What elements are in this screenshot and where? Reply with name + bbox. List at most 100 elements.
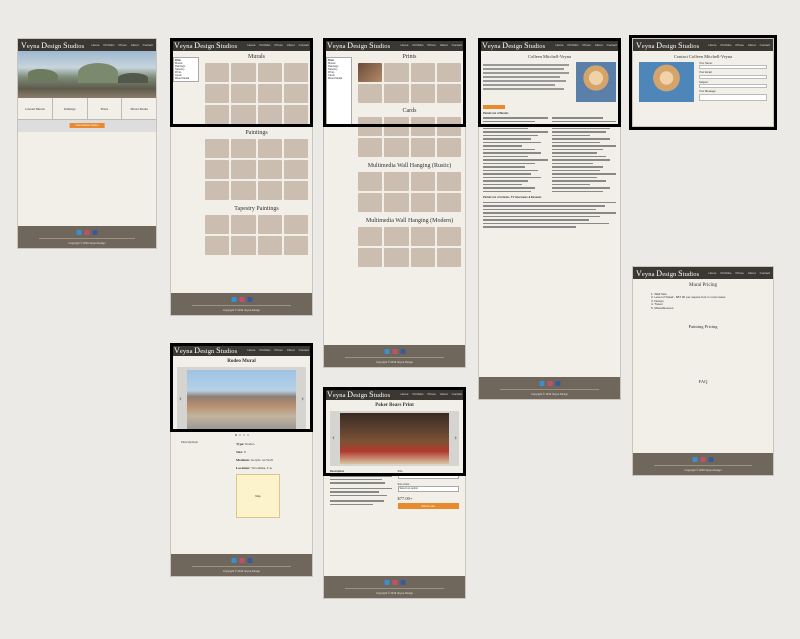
nav-portfolio[interactable]: Portfolio	[720, 43, 732, 47]
gallery-tile[interactable]	[410, 117, 435, 136]
gallery-tile[interactable]	[231, 236, 256, 255]
filter-item[interactable]: Tapestry	[328, 68, 338, 71]
gallery-tile[interactable]	[436, 138, 461, 157]
twitter-icon[interactable]	[231, 297, 236, 302]
site-logo[interactable]: Veyna Design Studios	[174, 345, 238, 355]
add-to-cart-button[interactable]: Add to cart	[397, 502, 459, 509]
nav-contact[interactable]: Contact	[451, 392, 462, 396]
nav-about[interactable]: About	[439, 43, 448, 47]
filter-item[interactable]: Paintings	[175, 65, 186, 68]
gallery-tile[interactable]	[358, 63, 383, 82]
nav-home[interactable]: Home	[247, 43, 256, 47]
gallery-tile[interactable]	[283, 139, 308, 158]
nav-contact[interactable]: Contact	[759, 271, 770, 275]
facebook-icon[interactable]	[247, 297, 252, 302]
site-logo[interactable]: Veyna Design Studios	[327, 40, 391, 50]
nav-contact[interactable]: Contact	[298, 43, 309, 47]
nav-prices[interactable]: Prices	[274, 348, 283, 352]
size-select[interactable]: Select a size	[397, 473, 459, 479]
gallery-tile[interactable]	[283, 84, 308, 103]
gallery-tile[interactable]	[358, 193, 383, 212]
name-field[interactable]	[699, 65, 767, 70]
chevron-right-icon[interactable]: ›	[301, 395, 304, 403]
filter-item[interactable]: Cards	[175, 74, 182, 77]
instagram-icon[interactable]	[239, 558, 244, 563]
site-logo[interactable]: Veyna Design Studios	[482, 40, 546, 50]
nav-about[interactable]: About	[286, 348, 295, 352]
filter-item[interactable]: Mixed Media	[328, 77, 343, 80]
nav-home[interactable]: Home	[555, 43, 564, 47]
gallery-tile[interactable]	[384, 248, 409, 267]
gallery-tile[interactable]	[384, 138, 409, 157]
gallery-tile[interactable]	[257, 160, 282, 179]
gallery-tile[interactable]	[205, 105, 230, 124]
nav-prices[interactable]: Prices	[118, 43, 127, 47]
nav-prices[interactable]: Prices	[427, 392, 436, 396]
gallery-tile[interactable]	[436, 84, 461, 103]
gallery-tile[interactable]	[436, 63, 461, 82]
site-logo[interactable]: Veyna Design Studios	[174, 40, 238, 50]
instagram-icon[interactable]	[239, 297, 244, 302]
resume-button[interactable]	[483, 105, 505, 109]
nav-about[interactable]: About	[439, 392, 448, 396]
nav-about[interactable]: About	[747, 271, 756, 275]
nav-portfolio[interactable]: Portfolio	[412, 392, 424, 396]
chevron-left-icon[interactable]: ‹	[179, 395, 182, 403]
gallery-tile[interactable]	[283, 63, 308, 82]
nav-home[interactable]: Home	[400, 392, 409, 396]
nav-about[interactable]: About	[130, 43, 139, 47]
gallery-tile[interactable]	[231, 105, 256, 124]
filter-item[interactable]: Paintings	[328, 65, 339, 68]
instagram-icon[interactable]	[392, 349, 397, 354]
map-box[interactable]: Map	[236, 474, 280, 518]
gallery-tile[interactable]	[231, 181, 256, 200]
nav-portfolio[interactable]: Portfolio	[567, 43, 579, 47]
category-custom-murals[interactable]: Custom Murals	[18, 98, 53, 119]
gallery-tile[interactable]	[257, 63, 282, 82]
nav-portfolio[interactable]: Portfolio	[259, 348, 271, 352]
gallery-tile[interactable]	[436, 117, 461, 136]
nav-about[interactable]: About	[286, 43, 295, 47]
gallery-tile[interactable]	[436, 193, 461, 212]
gallery-tile[interactable]	[358, 84, 383, 103]
nav-contact[interactable]: Contact	[759, 43, 770, 47]
chevron-right-icon[interactable]: ›	[454, 434, 457, 442]
gallery-tile[interactable]	[384, 117, 409, 136]
gallery-tile[interactable]	[358, 227, 383, 246]
twitter-icon[interactable]	[231, 558, 236, 563]
subject-field[interactable]	[699, 84, 767, 89]
twitter-icon[interactable]	[384, 580, 389, 585]
twitter-icon[interactable]	[384, 349, 389, 354]
facebook-icon[interactable]	[400, 580, 405, 585]
gallery-tile[interactable]	[257, 181, 282, 200]
gallery-tile[interactable]	[205, 139, 230, 158]
gallery-tile[interactable]	[205, 181, 230, 200]
nav-prices[interactable]: Prices	[582, 43, 591, 47]
gallery-tile[interactable]	[384, 172, 409, 191]
gallery-tile[interactable]	[231, 139, 256, 158]
gallery-tile[interactable]	[231, 160, 256, 179]
gallery-tile[interactable]	[257, 139, 282, 158]
message-field[interactable]	[699, 93, 767, 101]
gallery-tile[interactable]	[384, 63, 409, 82]
filter-item[interactable]: Mixed Media	[175, 77, 190, 80]
gallery-tile[interactable]	[410, 172, 435, 191]
category-mixed-media[interactable]: Mixed Media	[130, 106, 148, 111]
nav-portfolio[interactable]: Portfolio	[259, 43, 271, 47]
gallery-tile[interactable]	[257, 105, 282, 124]
carousel-dot[interactable]	[242, 434, 245, 436]
site-logo[interactable]: Veyna Design Studios	[21, 40, 85, 50]
nav-prices[interactable]: Prices	[735, 271, 744, 275]
carousel-dot[interactable]	[234, 434, 237, 436]
nav-prices[interactable]: Prices	[735, 43, 744, 47]
nav-prices[interactable]: Prices	[427, 43, 436, 47]
commission-button[interactable]: Commission Inquiry	[69, 123, 105, 128]
gallery-tile[interactable]	[257, 215, 282, 234]
site-logo[interactable]: Veyna Design Studios	[636, 268, 700, 278]
gallery-tile[interactable]	[436, 227, 461, 246]
gallery-tile[interactable]	[410, 63, 435, 82]
gallery-tile[interactable]	[436, 248, 461, 267]
nav-home[interactable]: Home	[708, 271, 717, 275]
gallery-tile[interactable]	[283, 215, 308, 234]
filter-item[interactable]: Prints	[175, 71, 182, 74]
